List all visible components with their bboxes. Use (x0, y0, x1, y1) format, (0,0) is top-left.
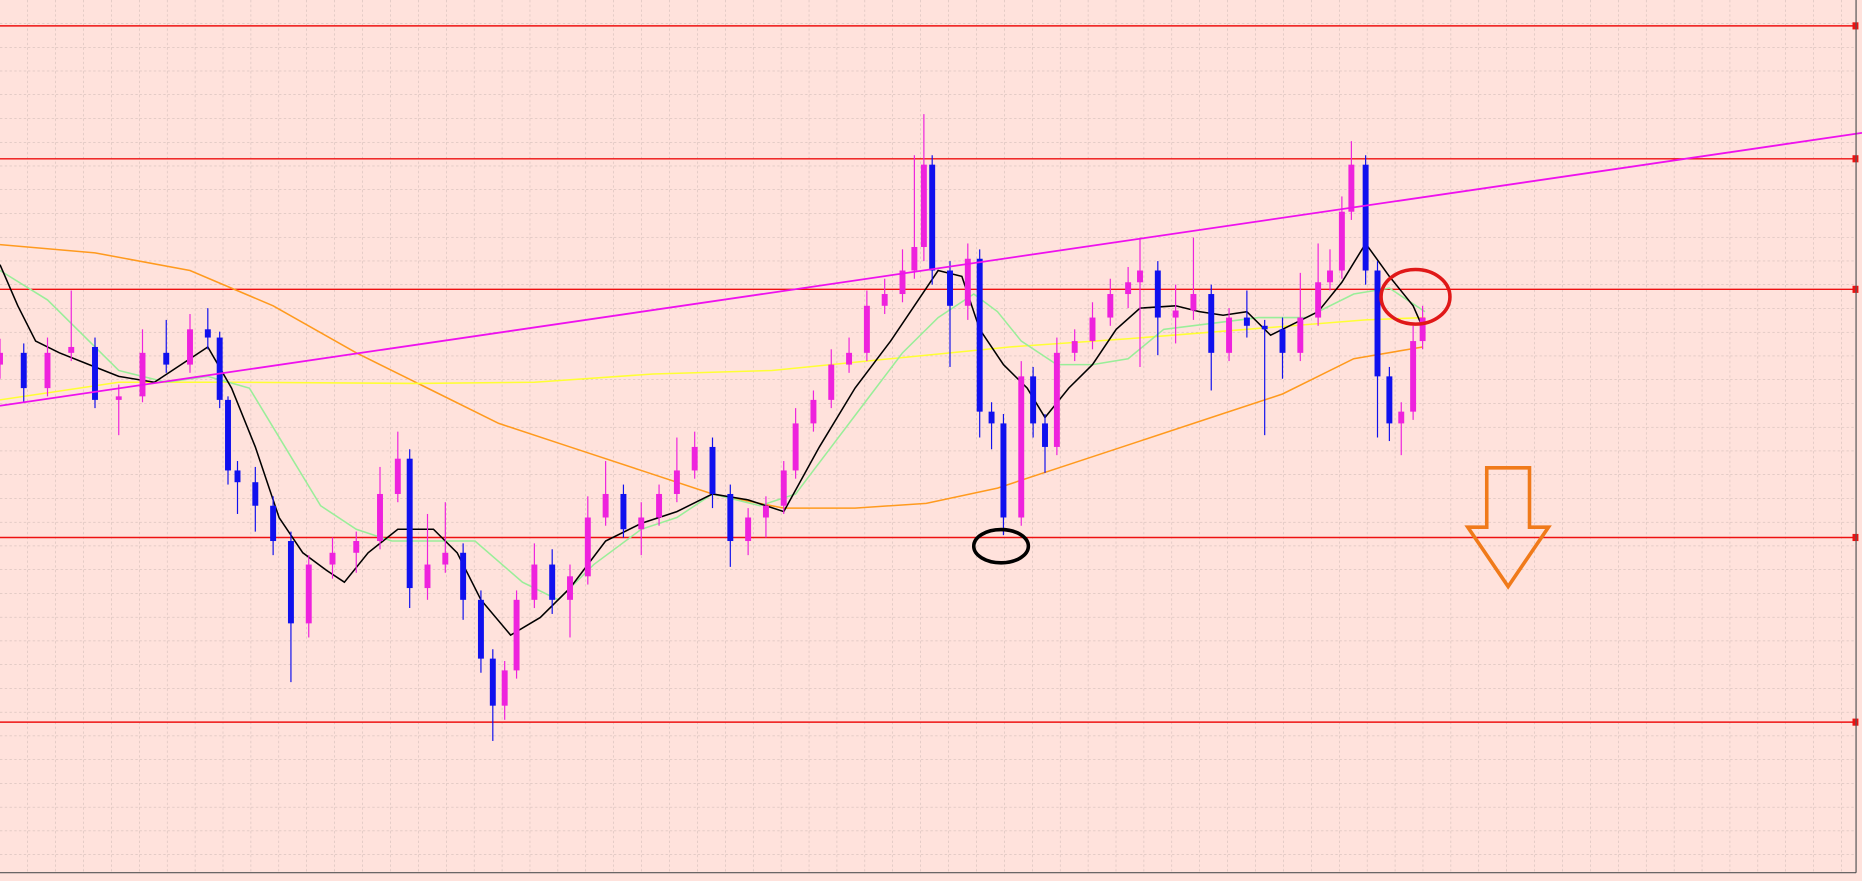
candle-body (68, 346, 75, 353)
candle-body (947, 270, 953, 306)
candle-body (567, 576, 573, 600)
candle-body (460, 552, 467, 600)
candle-body (1190, 294, 1197, 311)
candle-body (1226, 317, 1233, 353)
candle-body (1410, 341, 1417, 412)
moving-average (0, 242, 1426, 637)
candle-body (187, 329, 193, 365)
candle-body (1374, 270, 1381, 377)
candle-body (1338, 211, 1345, 271)
candle-body (656, 493, 663, 518)
candle-body (828, 364, 835, 400)
candle-body (115, 396, 122, 400)
candle-body (881, 294, 888, 306)
candle-body (1297, 317, 1304, 353)
candle-body (0, 352, 3, 365)
candle-body (1243, 317, 1250, 326)
candle-body (92, 346, 98, 400)
candle-body (44, 352, 51, 389)
candle-body (988, 411, 995, 424)
candle-body (1261, 325, 1268, 330)
candle-body (1327, 270, 1333, 283)
candle-body (1362, 164, 1369, 271)
candle-body (1137, 270, 1143, 283)
candle-body (964, 258, 971, 306)
trendline (0, 132, 1862, 407)
candle-body (1089, 317, 1096, 342)
candle-body (602, 493, 609, 518)
candle-body (1208, 294, 1215, 353)
candle-body (920, 164, 927, 247)
candle-body (501, 670, 508, 706)
candle-body (1172, 310, 1179, 318)
candle-body (1053, 352, 1060, 447)
candle-body (1279, 329, 1286, 353)
candle-body (1348, 164, 1355, 212)
plot-area (0, 22, 1862, 741)
candle-body (1419, 317, 1426, 342)
candle-body (377, 493, 383, 542)
candle-body (549, 564, 556, 600)
candle-body (846, 352, 853, 365)
candle-body (20, 352, 27, 389)
candle-body (863, 305, 870, 353)
candle-body (1018, 376, 1025, 518)
candle-body (745, 517, 752, 542)
moving-average (0, 243, 1423, 509)
candle-body (620, 493, 627, 530)
candle-body (1315, 282, 1322, 318)
candle-body (1042, 423, 1048, 447)
candle-body (810, 399, 817, 424)
candle-body (1107, 294, 1114, 318)
candle-body (204, 329, 211, 338)
candle-body (477, 599, 484, 659)
candle-body (792, 423, 799, 471)
highlight-circle-black (971, 527, 1031, 565)
candle-body (1000, 423, 1007, 518)
candle-body (691, 446, 698, 471)
candle-body (709, 446, 716, 494)
candle-body (353, 541, 360, 553)
candle-body (216, 337, 223, 400)
candle-body (899, 270, 906, 295)
candle-body (911, 246, 918, 271)
candle-body (976, 258, 983, 412)
candle-body (780, 470, 787, 506)
candle-body (1125, 282, 1132, 295)
candle-body (394, 458, 401, 494)
candle-body (139, 352, 146, 397)
candle-body (1030, 376, 1037, 424)
candle-body (406, 458, 413, 589)
candle-body (442, 552, 449, 565)
candle-body (1386, 376, 1393, 424)
candle-body (1154, 270, 1161, 318)
candle-body (305, 564, 312, 624)
candle-body (225, 399, 231, 471)
candle-body (270, 505, 277, 542)
candle-body (252, 482, 259, 506)
candle-body (673, 470, 680, 494)
candle-body (329, 552, 336, 565)
candle-body (1398, 411, 1405, 424)
candle-body (424, 564, 431, 589)
candle-body (1071, 341, 1078, 353)
candle-body (584, 517, 591, 577)
candle-body (638, 517, 645, 530)
down-arrow (1464, 466, 1552, 590)
candle-body (513, 599, 520, 671)
candle-body (531, 564, 538, 600)
candle-body (234, 470, 241, 483)
highlight-circle-red (1379, 267, 1452, 326)
candle-body (929, 164, 936, 271)
candle-body (762, 505, 769, 518)
candle-body (489, 658, 496, 706)
candle-body (727, 493, 734, 542)
candle-body (287, 541, 294, 624)
candle-body (163, 352, 170, 365)
